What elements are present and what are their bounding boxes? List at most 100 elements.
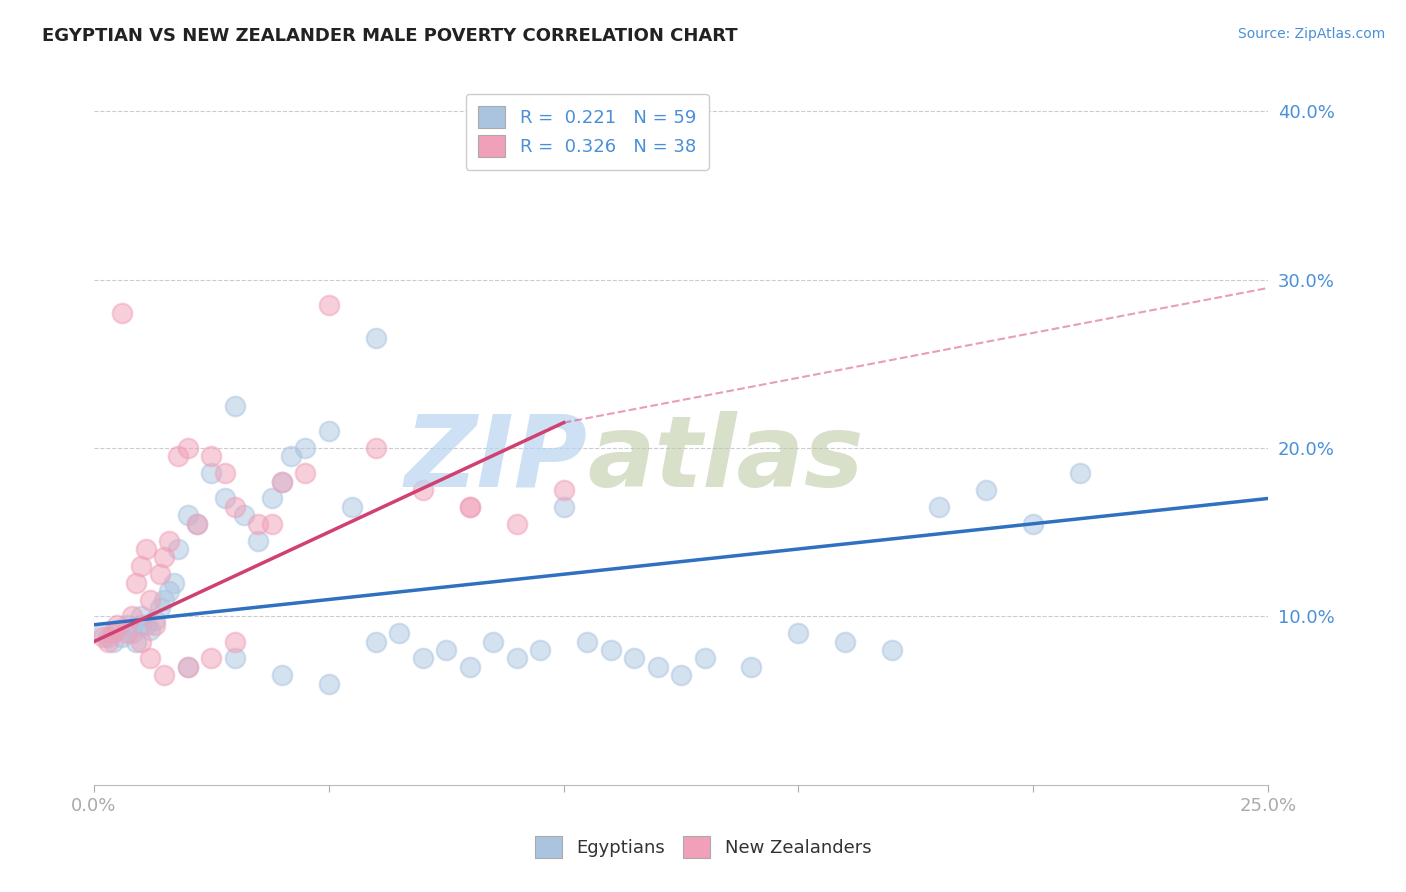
Point	[434, 643, 457, 657]
Point	[458, 500, 481, 514]
Point	[224, 634, 246, 648]
Point	[107, 623, 129, 637]
Point	[647, 660, 669, 674]
Point	[928, 500, 950, 514]
Point	[125, 634, 148, 648]
Point	[153, 550, 176, 565]
Point	[214, 466, 236, 480]
Point	[111, 306, 134, 320]
Point	[91, 626, 114, 640]
Point	[233, 508, 256, 523]
Point	[167, 450, 190, 464]
Point	[740, 660, 762, 674]
Point	[200, 466, 222, 480]
Point	[262, 491, 284, 506]
Point	[139, 651, 162, 665]
Point	[97, 634, 120, 648]
Point	[318, 424, 340, 438]
Point	[139, 623, 162, 637]
Text: atlas: atlas	[588, 411, 863, 508]
Point	[458, 500, 481, 514]
Point	[129, 609, 152, 624]
Point	[121, 609, 143, 624]
Point	[143, 613, 166, 627]
Point	[115, 617, 138, 632]
Point	[186, 516, 208, 531]
Point	[115, 626, 138, 640]
Point	[135, 541, 157, 556]
Point	[91, 630, 114, 644]
Point	[342, 500, 364, 514]
Point	[224, 500, 246, 514]
Point	[270, 668, 292, 682]
Point	[262, 516, 284, 531]
Point	[364, 331, 387, 345]
Point	[882, 643, 904, 657]
Point	[1069, 466, 1091, 480]
Point	[129, 634, 152, 648]
Point	[186, 516, 208, 531]
Point	[107, 617, 129, 632]
Legend: R =  0.221   N = 59, R =  0.326   N = 38: R = 0.221 N = 59, R = 0.326 N = 38	[465, 94, 709, 170]
Point	[318, 298, 340, 312]
Point	[247, 516, 270, 531]
Point	[101, 626, 124, 640]
Point	[318, 676, 340, 690]
Point	[553, 500, 575, 514]
Point	[214, 491, 236, 506]
Point	[412, 651, 434, 665]
Point	[458, 660, 481, 674]
Point	[129, 617, 152, 632]
Point	[623, 651, 645, 665]
Point	[599, 643, 621, 657]
Point	[270, 475, 292, 489]
Point	[482, 634, 505, 648]
Point	[129, 558, 152, 573]
Point	[200, 651, 222, 665]
Point	[505, 651, 527, 665]
Text: EGYPTIAN VS NEW ZEALANDER MALE POVERTY CORRELATION CHART: EGYPTIAN VS NEW ZEALANDER MALE POVERTY C…	[42, 27, 738, 45]
Point	[121, 626, 143, 640]
Point	[787, 626, 810, 640]
Point	[149, 601, 172, 615]
Point	[167, 541, 190, 556]
Point	[97, 630, 120, 644]
Point	[280, 450, 302, 464]
Point	[553, 483, 575, 497]
Point	[149, 567, 172, 582]
Point	[1022, 516, 1045, 531]
Point	[247, 533, 270, 548]
Point	[224, 399, 246, 413]
Point	[669, 668, 692, 682]
Point	[224, 651, 246, 665]
Point	[388, 626, 411, 640]
Point	[693, 651, 716, 665]
Point	[529, 643, 551, 657]
Point	[294, 466, 316, 480]
Point	[157, 533, 180, 548]
Point	[153, 668, 176, 682]
Point	[157, 584, 180, 599]
Point	[505, 516, 527, 531]
Point	[976, 483, 998, 497]
Point	[576, 634, 599, 648]
Point	[412, 483, 434, 497]
Point	[135, 617, 157, 632]
Point	[364, 441, 387, 455]
Point	[101, 634, 124, 648]
Point	[143, 617, 166, 632]
Point	[177, 441, 200, 455]
Point	[270, 475, 292, 489]
Text: ZIP: ZIP	[404, 411, 588, 508]
Point	[200, 450, 222, 464]
Point	[153, 592, 176, 607]
Point	[125, 575, 148, 590]
Legend: Egyptians, New Zealanders: Egyptians, New Zealanders	[527, 829, 879, 865]
Point	[163, 575, 186, 590]
Point	[834, 634, 856, 648]
Point	[139, 592, 162, 607]
Point	[294, 441, 316, 455]
Point	[177, 660, 200, 674]
Text: Source: ZipAtlas.com: Source: ZipAtlas.com	[1237, 27, 1385, 41]
Point	[177, 508, 200, 523]
